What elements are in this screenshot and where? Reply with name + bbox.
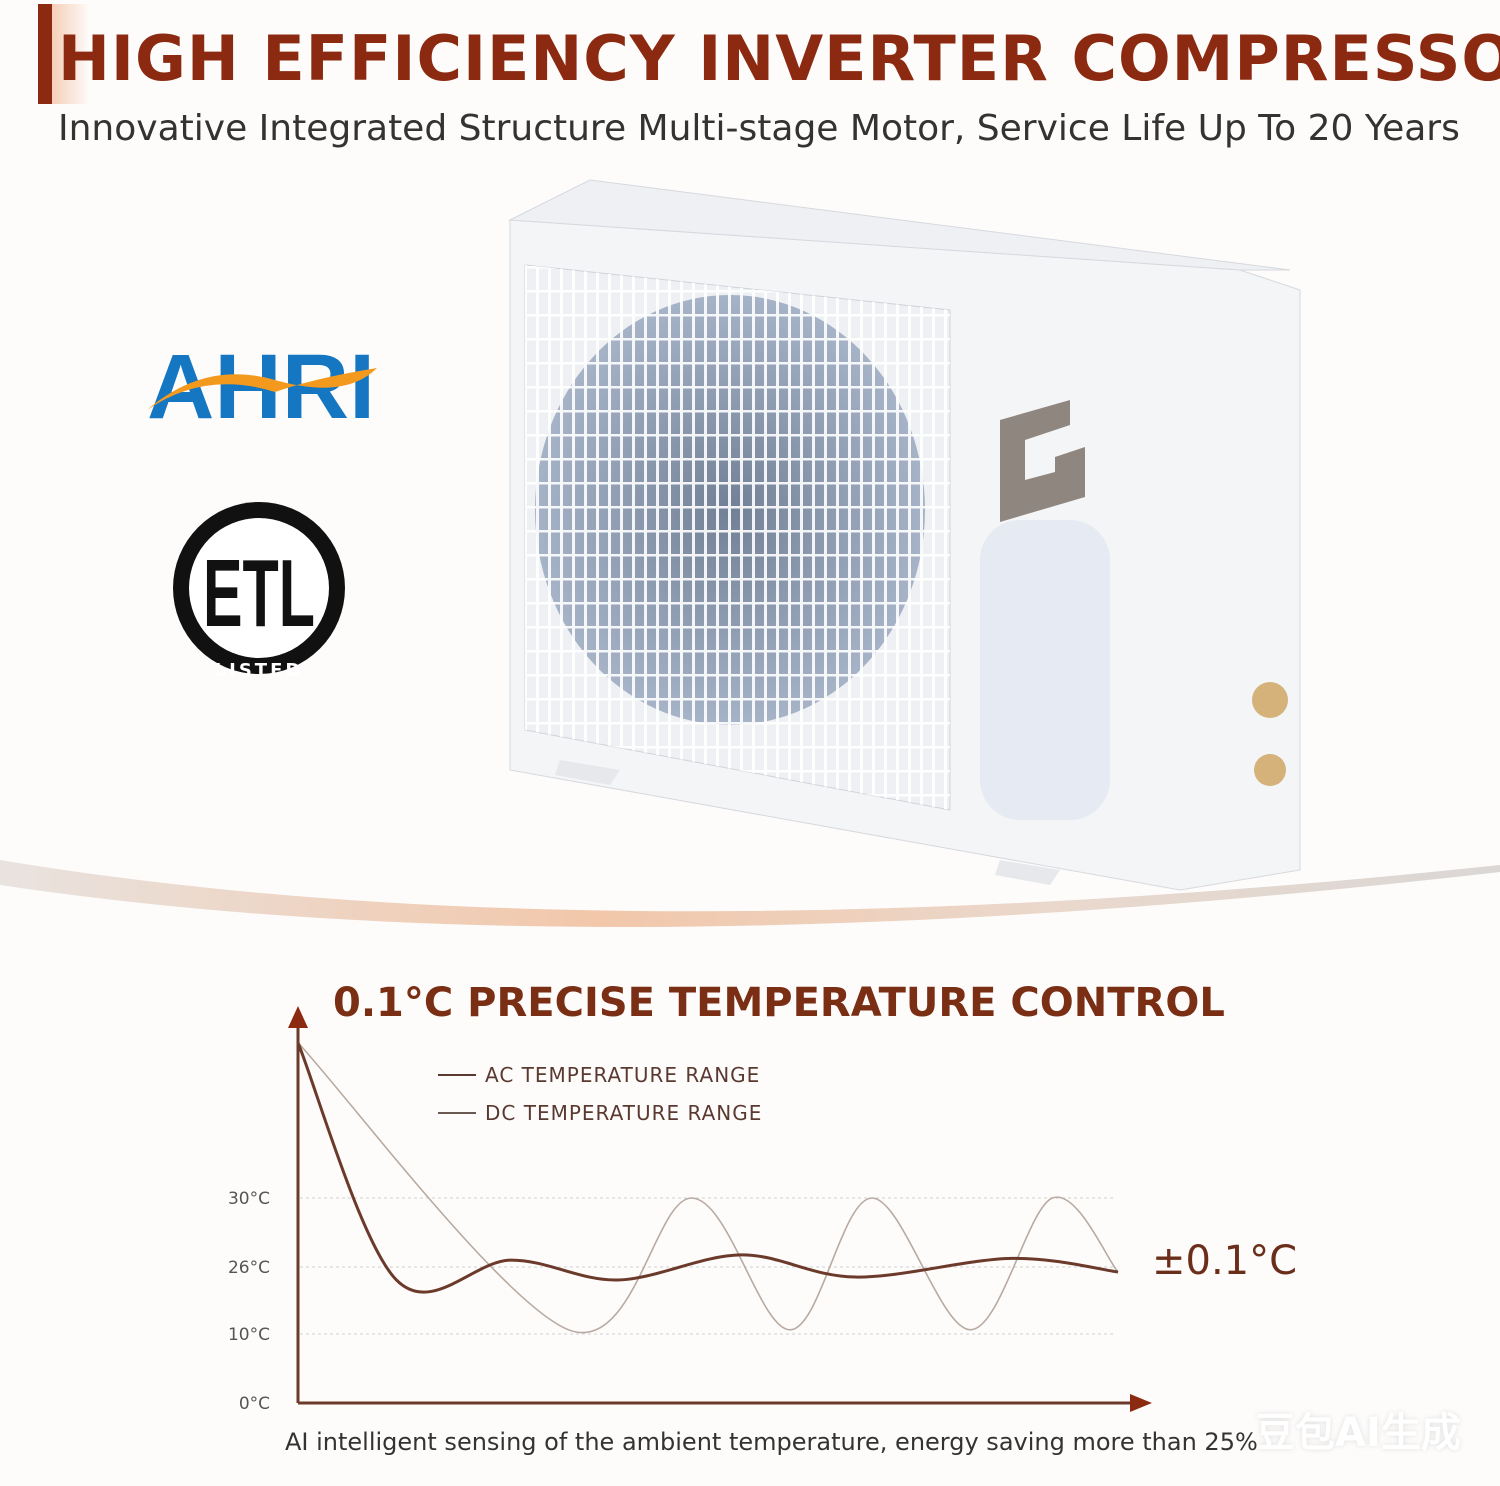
etl-logo-text: ETL	[203, 540, 315, 647]
etl-listed-logo: ETL LISTED	[173, 502, 345, 681]
ahri-logo: AHRI	[147, 336, 377, 425]
y-tick-label: 0°C	[239, 1394, 270, 1414]
legend-label: AC TEMPERATURE RANGE	[485, 1063, 760, 1087]
page-subtitle: Innovative Integrated Structure Multi-st…	[58, 108, 1460, 149]
decorative-swoosh	[0, 860, 1500, 927]
ai-watermark: 豆包AI生成	[1255, 1410, 1461, 1456]
title-accent-bar	[38, 4, 52, 104]
page-title: HIGH EFFICIENCY INVERTER COMPRESSOR	[58, 22, 1500, 95]
y-tick-label: 30°C	[228, 1189, 270, 1209]
outdoor-unit-illustration	[508, 179, 1301, 891]
x-axis-arrow-icon	[1130, 1394, 1152, 1412]
legend-label: DC TEMPERATURE RANGE	[485, 1101, 762, 1125]
precision-annotation: ±0.1°C	[1152, 1238, 1298, 1284]
chart-caption: AI intelligent sensing of the ambient te…	[285, 1428, 1258, 1456]
series-line-1	[297, 1042, 1119, 1334]
title-accent-glow	[52, 4, 90, 104]
etl-listed-text: LISTED	[215, 660, 304, 681]
y-tick-label: 10°C	[228, 1325, 270, 1345]
y-axis-arrow-icon	[288, 1006, 308, 1028]
chart-title: 0.1°C PRECISE TEMPERATURE CONTROL	[333, 980, 1225, 1026]
y-tick-label: 26°C	[228, 1258, 270, 1278]
series-line-0	[296, 1042, 1119, 1294]
